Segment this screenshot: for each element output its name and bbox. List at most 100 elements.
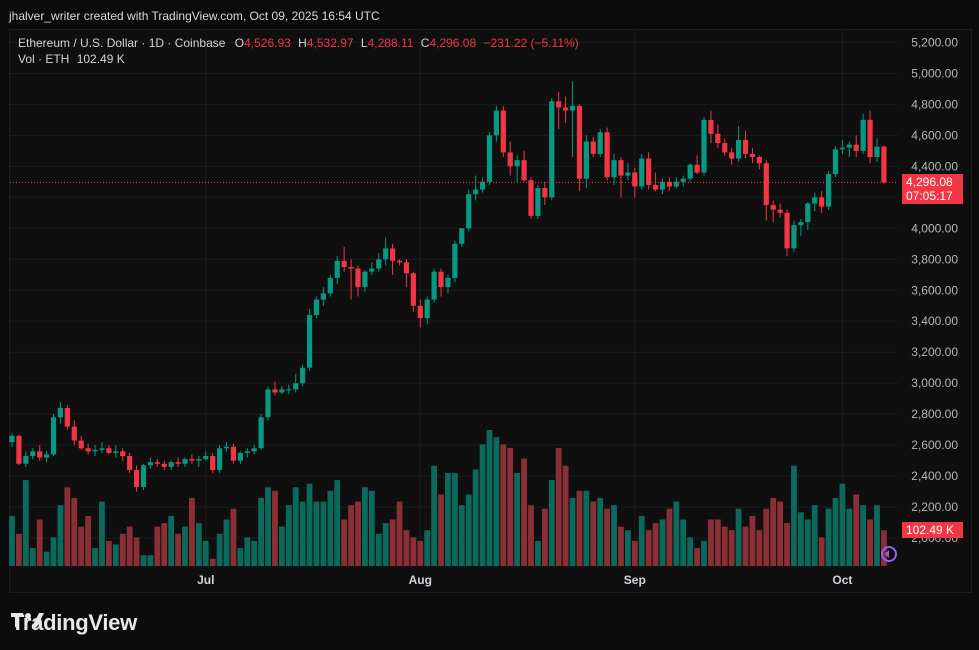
price-tick-label: 5,000.00 xyxy=(911,66,958,80)
candle-body xyxy=(874,146,880,158)
volume-bar xyxy=(105,540,112,566)
candle-body xyxy=(217,448,223,470)
candle-body xyxy=(680,178,686,182)
volume-bar xyxy=(728,530,735,566)
volume-bar xyxy=(99,501,105,566)
candle xyxy=(881,145,887,184)
price-tick-label: 5,200.00 xyxy=(911,35,958,49)
candle xyxy=(452,240,458,283)
candle-body xyxy=(251,448,257,452)
volume-bar xyxy=(424,530,431,566)
volume-bar xyxy=(825,508,832,566)
candle xyxy=(251,445,257,455)
volume-bar xyxy=(569,498,576,566)
volume-bar xyxy=(209,558,216,566)
candle-body xyxy=(473,189,479,195)
candle-body xyxy=(424,299,430,319)
candle xyxy=(120,448,126,461)
volume-bar xyxy=(348,505,354,566)
candle xyxy=(473,175,479,201)
volume-bar xyxy=(175,533,181,566)
volume-bar xyxy=(818,537,825,566)
volume-bar xyxy=(458,505,465,566)
candle-body xyxy=(549,101,555,198)
candle-body xyxy=(30,451,36,457)
volume-bar xyxy=(666,508,673,566)
volume-bar xyxy=(334,480,341,566)
candle-body xyxy=(742,139,749,154)
volume-bar xyxy=(50,537,57,566)
candle-body xyxy=(784,212,790,249)
volume-bar xyxy=(832,498,839,566)
candle xyxy=(272,381,278,396)
candle xyxy=(258,414,264,450)
candle xyxy=(535,184,541,219)
replay-icon[interactable] xyxy=(879,544,899,564)
volume-bar xyxy=(161,523,168,566)
top-bar: jhalver_writer created with TradingView.… xyxy=(0,0,979,30)
high-value: 4,532.97 xyxy=(306,36,354,50)
candle xyxy=(874,138,880,162)
candle-body xyxy=(431,271,437,300)
candle-body xyxy=(341,260,347,268)
candle xyxy=(805,201,811,230)
candle xyxy=(507,141,513,176)
candle-body xyxy=(140,465,147,487)
price-tick-label: 2,600.00 xyxy=(911,438,958,452)
candle xyxy=(708,110,714,144)
volume-bar xyxy=(133,537,140,566)
candle xyxy=(99,442,105,453)
volume-bar xyxy=(791,465,797,566)
candle xyxy=(825,170,832,210)
price-tick-label: 3,600.00 xyxy=(911,283,958,297)
volume-bar xyxy=(272,490,278,566)
candle-body xyxy=(403,262,410,274)
candle-body xyxy=(542,188,548,198)
candle-body xyxy=(459,228,465,244)
volume-bar xyxy=(548,480,555,566)
candle xyxy=(341,246,347,272)
candle xyxy=(466,189,472,232)
candle-body xyxy=(120,451,126,457)
bar-countdown: 07:05:17 xyxy=(906,189,953,204)
volume-bar xyxy=(590,501,597,566)
candle-body xyxy=(666,181,672,187)
candle xyxy=(223,442,230,452)
candle-body xyxy=(438,271,444,288)
candle xyxy=(30,448,36,460)
volume-bar xyxy=(313,501,320,566)
candle xyxy=(154,459,160,467)
candle-body xyxy=(576,105,583,179)
price-tick-label: 3,800.00 xyxy=(911,252,958,266)
credit-text: jhalver_writer created with TradingView.… xyxy=(9,9,380,23)
volume-bar xyxy=(652,523,659,566)
candle-body xyxy=(369,268,375,272)
candle xyxy=(590,136,596,158)
candle-body xyxy=(832,149,839,175)
candle xyxy=(770,200,776,223)
volume-bar xyxy=(846,508,853,566)
candle xyxy=(265,386,271,421)
candle-body xyxy=(736,139,742,159)
candle-body xyxy=(161,463,167,467)
change-value: −231.22 (−5.11%) xyxy=(483,36,579,50)
high-label: H xyxy=(298,36,307,50)
candle xyxy=(217,445,223,474)
candle xyxy=(798,218,804,237)
volume-bar xyxy=(22,480,29,566)
candle-body xyxy=(16,435,22,464)
volume-bar xyxy=(535,540,541,566)
volume-bar xyxy=(355,501,361,566)
candle xyxy=(230,443,237,464)
volume-bar xyxy=(168,515,175,566)
candle-body xyxy=(210,456,216,470)
volume-bar xyxy=(562,465,569,566)
candle-body xyxy=(839,147,845,150)
candle-body xyxy=(583,141,589,179)
volume-bar xyxy=(154,526,161,566)
candle-body xyxy=(569,105,576,111)
time-tick-label: Jul xyxy=(197,573,214,587)
price-tick-label: 3,400.00 xyxy=(911,314,958,328)
volume-bar xyxy=(306,483,313,566)
